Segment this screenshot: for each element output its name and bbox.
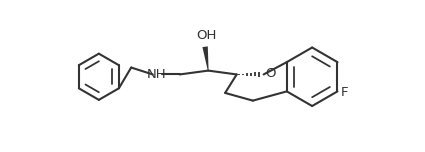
Text: F: F xyxy=(340,86,348,99)
Polygon shape xyxy=(202,46,209,71)
Text: NH: NH xyxy=(147,68,167,81)
Text: OH: OH xyxy=(196,29,217,42)
Text: O: O xyxy=(265,67,276,80)
